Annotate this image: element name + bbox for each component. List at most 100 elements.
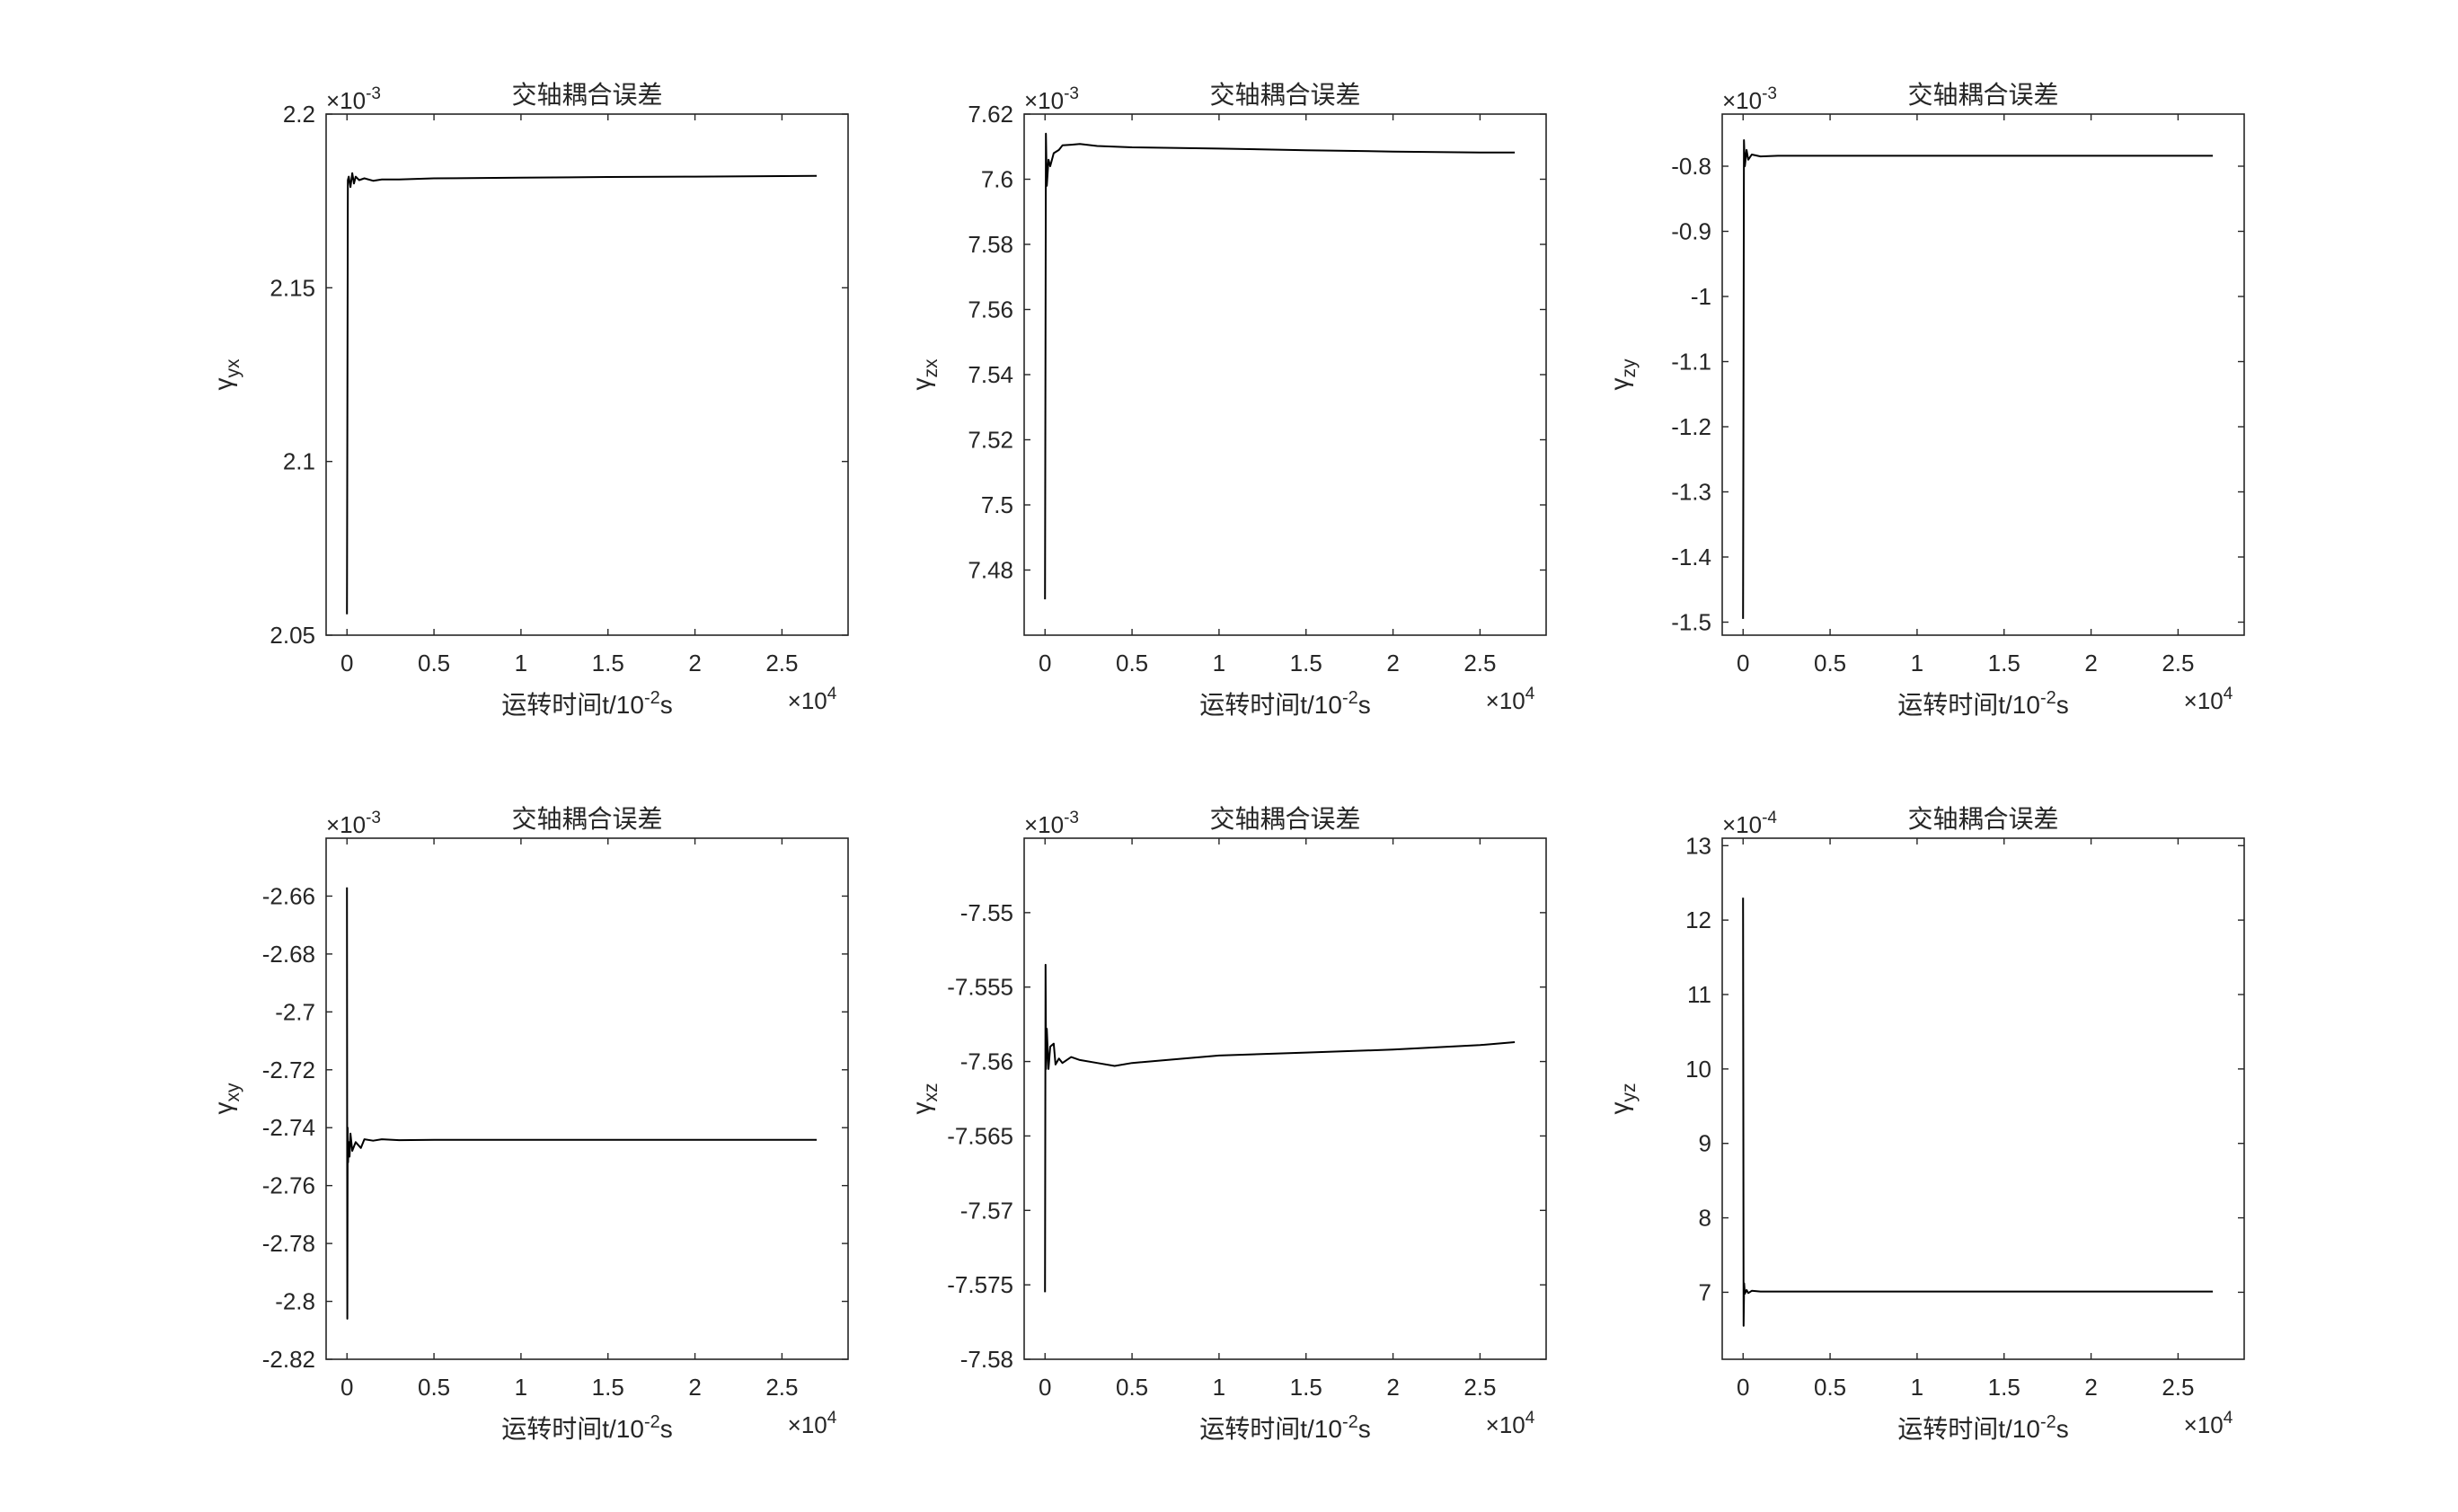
x-tick-label: 0.5 <box>418 650 450 676</box>
subplot-grid: 0 0.5 1 1.5 2 2.5 2.05 2.1 2.15 2.2 交轴耦合误差 ×10-3 ×10… <box>209 81 2245 1443</box>
series-line-1 <box>346 887 818 1320</box>
x-axis-label: 运转时间t/10-2s <box>1897 1412 2069 1443</box>
chart-title: 交轴耦合误差 <box>1209 81 1360 109</box>
y-exponent-label: ×10-3 <box>326 84 381 114</box>
chart-title: 交轴耦合误差 <box>1907 81 2058 109</box>
x-tick-label: 1.5 <box>592 1374 624 1401</box>
y-tick-label: 2.1 <box>283 448 315 475</box>
y-tick-label: -1.3 <box>1671 479 1711 506</box>
series-line-1 <box>1044 132 1516 600</box>
subplot-2: 0 0.5 1 1.5 2 2.5 7.48 7.5 7.52 7.54 7.56 7.58 7.6 7.… <box>907 81 1547 719</box>
y-axis-label: γxy <box>209 1083 243 1115</box>
y-axis-label: γxz <box>907 1083 942 1115</box>
y-tick-label: 10 <box>1685 1056 1711 1083</box>
x-tick-label: 2 <box>688 1374 701 1401</box>
x-tick-label: 0 <box>1737 650 1749 676</box>
x-tick-label: 1 <box>1213 1374 1225 1401</box>
y-tick-label: 7.5 <box>981 491 1013 518</box>
x-tick-label: 2 <box>1386 1374 1399 1401</box>
y-tick-label: -1 <box>1691 283 1711 310</box>
x-tick-label: 2.5 <box>2162 650 2194 676</box>
y-tick-label: 7.58 <box>968 231 1013 258</box>
y-tick-label: -2.72 <box>262 1057 315 1083</box>
x-tick-label: 2.5 <box>765 1374 798 1401</box>
y-tick-label: 7.56 <box>968 296 1013 323</box>
y-tick-label: -1.2 <box>1671 413 1711 440</box>
x-tick-label: 1.5 <box>1988 1374 2020 1401</box>
x-exponent-label: ×104 <box>1486 685 1535 714</box>
x-tick-label: 0 <box>1039 1374 1051 1401</box>
x-tick-label: 0 <box>1039 650 1051 676</box>
y-tick-label: -1.1 <box>1671 349 1711 376</box>
chart-title: 交轴耦合误差 <box>511 805 662 833</box>
y-tick-label: -2.76 <box>262 1172 315 1199</box>
x-exponent-label: ×104 <box>788 685 837 714</box>
x-axis-label: 运转时间t/10-2s <box>1199 1412 1371 1443</box>
y-exponent-label: ×10-3 <box>1024 84 1079 114</box>
series-line-1 <box>346 172 818 615</box>
y-tick-label: 13 <box>1685 832 1711 859</box>
y-tick-label: -7.56 <box>960 1048 1013 1075</box>
y-tick-label: -7.575 <box>947 1271 1013 1298</box>
x-tick-label: 0 <box>340 650 353 676</box>
x-tick-label: 2.5 <box>2162 1374 2194 1401</box>
x-tick-label: 2 <box>1386 650 1399 676</box>
y-tick-label: -1.4 <box>1671 544 1711 570</box>
y-tick-label: 2.2 <box>283 101 315 128</box>
chart-title: 交轴耦合误差 <box>1209 805 1360 833</box>
subplot-5: 0 0.5 1 1.5 2 2.5 -7.58 -7.575 -7.57 -7.565 -7.56 -… <box>907 805 1547 1443</box>
x-tick-label: 1.5 <box>1988 650 2020 676</box>
x-exponent-label: ×104 <box>788 1409 837 1438</box>
x-axis-label: 运转时间t/10-2s <box>1897 688 2069 719</box>
x-axis-label: 运转时间t/10-2s <box>501 1412 673 1443</box>
x-tick-label: 1.5 <box>1290 1374 1322 1401</box>
x-tick-label: 2 <box>2084 1374 2097 1401</box>
x-tick-label: 0 <box>1737 1374 1749 1401</box>
y-tick-label: -2.82 <box>262 1346 315 1373</box>
series-line-1 <box>1742 897 2214 1327</box>
y-tick-label: -7.58 <box>960 1346 1013 1373</box>
y-tick-label: 8 <box>1699 1205 1711 1232</box>
y-exponent-label: ×10-4 <box>1722 809 1777 838</box>
y-tick-label: -0.9 <box>1671 218 1711 245</box>
x-tick-label: 2 <box>688 650 701 676</box>
x-exponent-label: ×104 <box>2184 685 2233 714</box>
y-tick-label: 7.52 <box>968 427 1013 454</box>
x-tick-label: 1 <box>1911 650 1923 676</box>
subplot-1: 0 0.5 1 1.5 2 2.5 2.05 2.1 2.15 2.2 交轴耦合误差 ×10-3 ×10… <box>209 81 849 719</box>
x-tick-label: 2.5 <box>1463 1374 1496 1401</box>
y-tick-label: -7.57 <box>960 1197 1013 1224</box>
y-tick-label: 12 <box>1685 906 1711 933</box>
x-tick-label: 2 <box>2084 650 2097 676</box>
chart-title: 交轴耦合误差 <box>1907 805 2058 833</box>
x-axis-label: 运转时间t/10-2s <box>1199 688 1371 719</box>
x-exponent-label: ×104 <box>1486 1409 1535 1438</box>
x-tick-label: 1.5 <box>1290 650 1322 676</box>
x-tick-label: 0 <box>340 1374 353 1401</box>
axes-frame <box>1721 113 2245 636</box>
y-tick-label: 7.62 <box>968 101 1013 128</box>
y-tick-label: -7.555 <box>947 974 1013 1001</box>
y-tick-label: -2.78 <box>262 1230 315 1257</box>
x-axis-label: 运转时间t/10-2s <box>501 688 673 719</box>
subplot-3: 0 0.5 1 1.5 2 2.5 -1.5 -1.4 -1.3 -1.2 -1.1 -1 -0.9 -0… <box>1605 81 2245 719</box>
y-tick-label: -2.74 <box>262 1114 315 1141</box>
y-tick-label: 7.6 <box>981 166 1013 193</box>
x-exponent-label: ×104 <box>2184 1409 2233 1438</box>
x-tick-label: 2.5 <box>765 650 798 676</box>
y-tick-label: -2.8 <box>275 1288 315 1315</box>
y-exponent-label: ×10-3 <box>1722 84 1777 114</box>
y-tick-label: 7.54 <box>968 361 1013 388</box>
x-tick-label: 0.5 <box>1814 650 1846 676</box>
x-tick-label: 1 <box>515 650 527 676</box>
y-tick-label: -2.68 <box>262 941 315 968</box>
x-tick-label: 0.5 <box>1116 1374 1148 1401</box>
y-axis-label: γzy <box>1605 358 1640 391</box>
y-tick-label: -1.5 <box>1671 609 1711 636</box>
y-axis-label: γyx <box>209 358 243 391</box>
axes-frame <box>1023 837 1547 1360</box>
axes-frame <box>1721 837 2245 1360</box>
x-tick-label: 0.5 <box>418 1374 450 1401</box>
